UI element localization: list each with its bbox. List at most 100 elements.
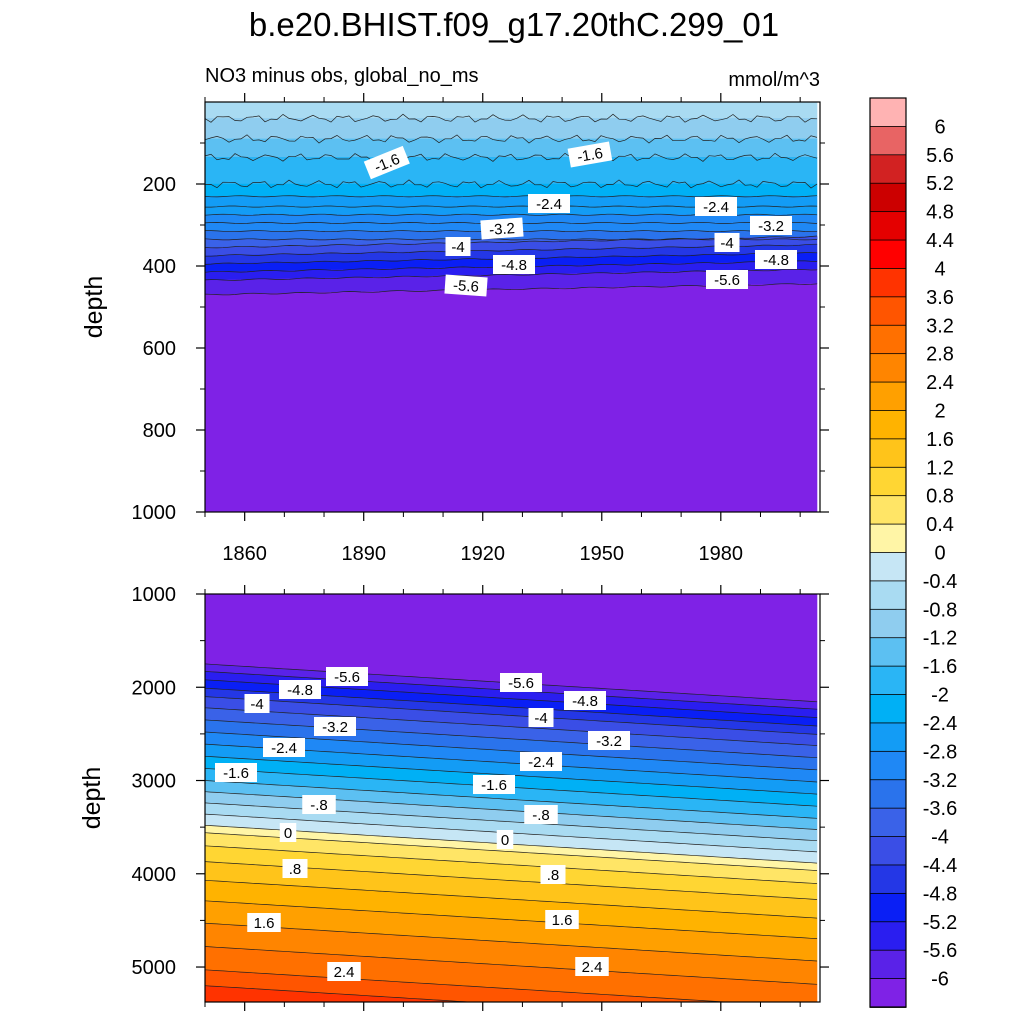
contour-line xyxy=(205,780,818,819)
colorbar-level-label: 3.6 xyxy=(926,287,954,309)
colorbar-frame xyxy=(869,97,907,1008)
svg-text:-4: -4 xyxy=(250,696,263,713)
contour-label: -4.8 xyxy=(493,255,535,274)
svg-text:-4.8: -4.8 xyxy=(572,693,598,710)
x-tick-label: 1890 xyxy=(341,543,386,565)
contour-line xyxy=(205,179,818,189)
chart-subtitle-units: mmol/m^3 xyxy=(728,69,820,91)
colorbar-level-label: -1.2 xyxy=(923,628,957,650)
colorbar-swatch xyxy=(869,97,907,128)
colorbar-swatch xyxy=(869,807,907,838)
colorbar-swatch xyxy=(869,296,907,327)
contour-label: .8 xyxy=(540,865,566,884)
contour-label: -2.4 xyxy=(263,738,305,757)
colorbar-level-label: 4.8 xyxy=(926,202,954,224)
svg-text:1.6: 1.6 xyxy=(552,912,573,929)
contour-line xyxy=(205,900,818,939)
y-tick-label: 5000 xyxy=(132,957,177,979)
colorbar-level-label: 5.2 xyxy=(926,173,954,195)
contour-label: -2.4 xyxy=(528,194,570,213)
svg-text:-3.2: -3.2 xyxy=(489,220,516,239)
colorbar-swatch xyxy=(869,353,907,383)
svg-text:-4: -4 xyxy=(451,239,464,256)
colorbar-swatch xyxy=(869,637,907,668)
colorbar-swatch xyxy=(869,438,907,469)
contour-label: 1.6 xyxy=(545,910,579,929)
colorbar-swatch xyxy=(869,239,907,270)
colorbar-swatch xyxy=(869,921,907,952)
contour-band xyxy=(205,102,818,119)
svg-text:-1.6: -1.6 xyxy=(223,765,249,782)
contour-line xyxy=(205,152,818,162)
colorbar-swatch xyxy=(869,381,907,412)
svg-text:0: 0 xyxy=(501,832,509,849)
colorbar-swatch xyxy=(869,694,907,724)
contour-line xyxy=(205,969,731,1002)
y-axis-label: depth xyxy=(80,276,108,339)
svg-text:-.8: -.8 xyxy=(310,797,328,814)
contour-label: -2.4 xyxy=(695,197,737,216)
contour-label: 0 xyxy=(496,830,514,849)
contour-line xyxy=(205,832,818,871)
svg-text:-2.4: -2.4 xyxy=(536,196,562,213)
contour-label: -1.6 xyxy=(473,775,515,794)
colorbar-swatch xyxy=(869,836,907,866)
y-tick-label: 3000 xyxy=(132,771,177,793)
colorbar-level-label: 1.2 xyxy=(926,457,954,479)
contour-label: -4 xyxy=(445,237,471,256)
contour-band xyxy=(205,157,818,185)
svg-text:-2.4: -2.4 xyxy=(703,199,729,216)
colorbar-swatch xyxy=(869,608,907,639)
svg-text:.8: .8 xyxy=(289,861,302,878)
svg-text:-2.4: -2.4 xyxy=(271,740,297,757)
x-tick-label: 1950 xyxy=(580,543,625,565)
colorbar-level-label: -1.6 xyxy=(923,656,957,678)
svg-text:-5.6: -5.6 xyxy=(334,669,360,686)
colorbar-level-label: -6 xyxy=(931,969,949,991)
colorbar-swatch xyxy=(869,552,907,582)
svg-text:-1.6: -1.6 xyxy=(576,145,604,166)
contour-label: -.8 xyxy=(524,805,558,824)
colorbar-level-label: 4 xyxy=(934,258,945,280)
colorbar-level-label: -3.2 xyxy=(923,770,957,792)
contour-label: 0 xyxy=(279,823,297,842)
y-tick-label: 1000 xyxy=(132,584,177,606)
contour-label: -5.6 xyxy=(326,667,368,686)
svg-text:0: 0 xyxy=(284,825,292,842)
colorbar-level-label: 4.4 xyxy=(926,230,954,252)
colorbar-level-label: 2 xyxy=(934,400,945,422)
x-tick-label: 1920 xyxy=(460,543,505,565)
colorbar-swatch xyxy=(869,864,907,895)
contour-label: -4.8 xyxy=(279,680,321,699)
colorbar-level-label: 3.2 xyxy=(926,315,954,337)
contour-label: 2.4 xyxy=(327,962,361,981)
contour-line xyxy=(205,743,818,783)
contour-line xyxy=(205,845,818,884)
contour-label: -1.6 xyxy=(567,141,613,168)
colorbar-swatch xyxy=(869,722,907,753)
contour-line xyxy=(205,696,818,735)
contour-line xyxy=(205,719,818,759)
svg-text:.8: .8 xyxy=(547,867,560,884)
colorbar-swatch xyxy=(869,949,907,980)
y-tick-label: 2000 xyxy=(132,677,177,699)
contour-label: -5.6 xyxy=(706,270,748,289)
svg-text:-4: -4 xyxy=(534,710,547,727)
contour-label: -3.2 xyxy=(480,217,524,240)
colorbar-swatch xyxy=(869,750,907,781)
svg-text:-.8: -.8 xyxy=(532,807,550,824)
contour-label: -4 xyxy=(714,233,740,252)
colorbar-swatch xyxy=(869,268,907,298)
colorbar: 6 5.6 5.2 4.8 4.4 4 3.6 3.2 2.8 2.4 2 1.6 1.2 0.8 0.4 0… xyxy=(869,97,957,1008)
y-tick-label: 400 xyxy=(143,256,176,278)
contour-line xyxy=(205,985,475,1002)
y-tick-label: 1000 xyxy=(132,502,177,524)
contour-label: -.8 xyxy=(302,795,336,814)
plot-frame xyxy=(204,593,821,1003)
contour-label: -4.8 xyxy=(564,691,606,710)
svg-text:-3.2: -3.2 xyxy=(322,719,348,736)
colorbar-swatch xyxy=(869,154,907,185)
svg-text:1.6: 1.6 xyxy=(254,915,275,932)
